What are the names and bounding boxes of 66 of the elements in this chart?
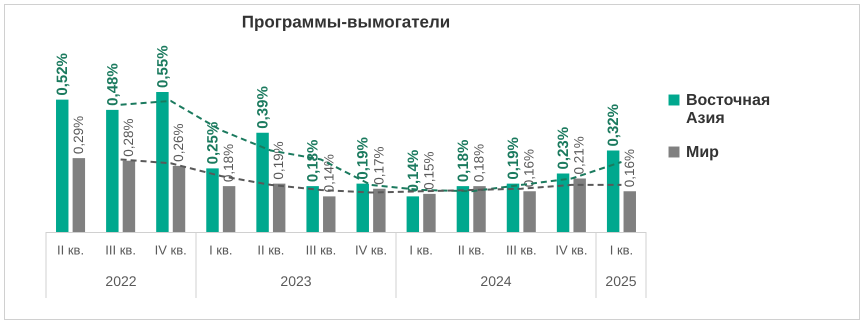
bar (456, 186, 470, 232)
text: 2024 (480, 273, 512, 289)
data-label: 0,32% (605, 104, 622, 147)
bar (506, 184, 520, 232)
bar (272, 184, 286, 232)
data-label: 0,19% (354, 137, 372, 180)
x-tick-label: I кв. (209, 242, 233, 258)
data-label: 0,23% (555, 126, 572, 170)
text: 2022 (105, 273, 137, 289)
data-label: 0,18% (472, 144, 487, 182)
data-label: 0,19% (504, 137, 522, 180)
x-tick-label: IV кв. (154, 242, 187, 258)
bar (206, 168, 219, 232)
x-tick-label: IV кв. (555, 242, 588, 258)
legend-label: Мир (686, 144, 720, 161)
data-label: 0,29% (70, 116, 86, 154)
x-tick-label: III кв. (306, 242, 336, 258)
data-label: 0,28% (120, 118, 136, 157)
data-label: 0,15% (421, 152, 436, 190)
bar (56, 100, 68, 232)
bar (122, 160, 136, 232)
data-label: 0,16% (622, 148, 637, 188)
bar (323, 196, 336, 232)
data-label: 0,39% (254, 86, 272, 129)
data-label: 0,52% (54, 53, 72, 96)
data-label: 0,48% (104, 63, 122, 106)
bar (72, 158, 86, 232)
x-tick-label: III кв. (105, 242, 136, 258)
bar (606, 150, 620, 232)
data-label: 0,18% (304, 140, 322, 182)
x-tick-label: II кв. (57, 242, 84, 258)
bar (556, 173, 570, 232)
data-label: 0,14% (404, 150, 422, 192)
text: 2025 (605, 273, 637, 289)
bar (573, 178, 586, 232)
data-label: 0,21% (572, 136, 587, 175)
chart-title: Программы-вымогатели (242, 12, 450, 32)
bar (406, 196, 420, 232)
bar (624, 191, 636, 232)
bar (306, 186, 319, 232)
bar (523, 191, 536, 232)
bar (356, 184, 369, 232)
x-tick-label: II кв. (458, 242, 485, 258)
bar (473, 186, 486, 232)
bar (106, 110, 119, 232)
x-tick-label: IV кв. (354, 242, 388, 258)
bar (172, 166, 186, 232)
x-tick-label: III кв. (506, 242, 537, 258)
data-label: 0,18% (221, 144, 236, 182)
bar (222, 186, 236, 232)
data-label: 0,55% (154, 45, 172, 88)
bar (373, 188, 386, 232)
x-tick-label: I кв. (610, 242, 634, 258)
x-tick-label: I кв. (409, 242, 433, 258)
data-label: 0,25% (204, 122, 222, 164)
bar (256, 132, 269, 232)
data-label: 0,26% (171, 124, 186, 162)
data-label: 0,18% (454, 140, 472, 182)
data-label: 0,17% (371, 146, 386, 185)
data-label: 0,19% (271, 141, 286, 180)
text: 2023 (280, 273, 312, 289)
bar (156, 92, 169, 232)
data-label: 0,16% (522, 148, 537, 188)
bar (423, 194, 436, 232)
x-tick-label: II кв. (257, 242, 284, 258)
legend-label: Восточная Азия (686, 92, 770, 127)
